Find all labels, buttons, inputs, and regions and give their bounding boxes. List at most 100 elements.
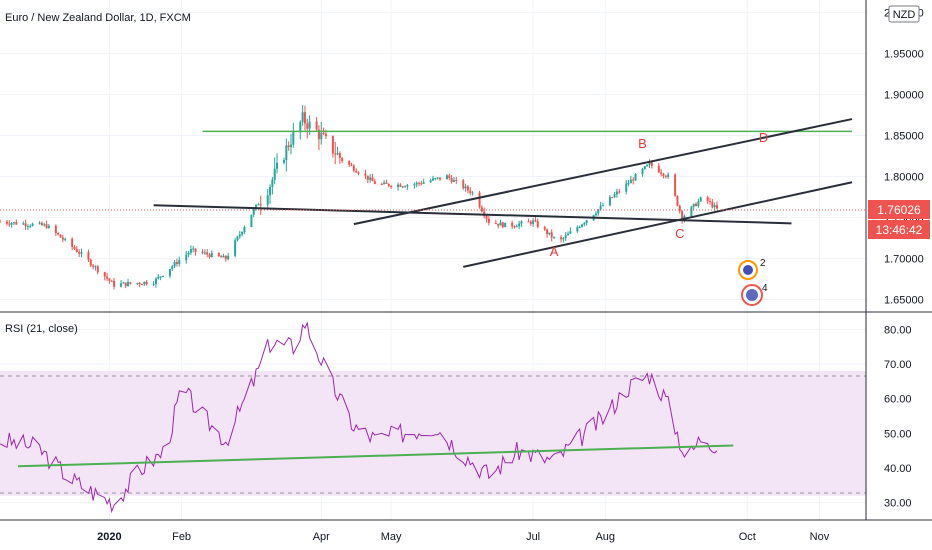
trend-line[interactable] [463, 181, 853, 268]
last-price-label: 1.76026 [877, 203, 921, 217]
candle-body [366, 175, 369, 180]
candle-body [110, 280, 113, 282]
candle-body [594, 213, 597, 216]
candle-body [692, 203, 695, 207]
candle-body [315, 121, 318, 130]
candle-body [695, 203, 698, 207]
candle-body [641, 168, 644, 175]
rsi-support-line[interactable] [17, 444, 734, 468]
candle-body [350, 164, 353, 166]
candle-body [413, 184, 416, 186]
candle-body [599, 205, 602, 210]
candle-body [257, 204, 260, 206]
time-tick-label: Aug [595, 531, 615, 543]
candle-body [706, 197, 709, 202]
candle-body [178, 260, 181, 264]
rsi-axis[interactable]: 80.00 70.00 60.00 50.00 40.00 30.00 [884, 324, 912, 509]
price-tick-label: 1.85000 [884, 130, 924, 142]
drawing-lines[interactable] [153, 118, 853, 268]
candle-body [371, 177, 374, 182]
candle-body [445, 175, 448, 180]
candle-body [5, 221, 8, 224]
candle-body [373, 181, 376, 185]
candle-body [210, 252, 213, 258]
candle-body [322, 132, 325, 134]
candle-body [436, 177, 439, 179]
candle-body [222, 255, 225, 258]
candle-body [108, 278, 111, 281]
trend-line[interactable] [353, 118, 853, 226]
candle-body [478, 192, 481, 208]
candle-body [236, 236, 239, 241]
candle-body [380, 184, 383, 186]
candle-body [711, 201, 714, 208]
candle-body [78, 251, 81, 254]
candle-body [564, 235, 567, 239]
candle-body [320, 132, 323, 140]
candle-body [466, 186, 469, 191]
event-count-2: 4 [762, 283, 768, 294]
candle-body [499, 222, 502, 226]
candle-body [154, 278, 157, 285]
candle-body [646, 164, 649, 167]
candle-body [324, 133, 327, 137]
candle-body [47, 225, 50, 228]
candle-body [129, 282, 132, 284]
candle-body [64, 238, 67, 240]
wave-label[interactable]: C [675, 226, 684, 241]
candle-body [369, 177, 372, 180]
candle-body [317, 129, 320, 140]
candle-body [161, 275, 164, 277]
candle-body [201, 251, 204, 253]
wave-label[interactable]: B [638, 136, 647, 151]
candle-body [625, 183, 628, 192]
candle-body [71, 238, 74, 247]
price-tick-label: 1.65000 [884, 295, 924, 307]
candle-body [536, 221, 539, 228]
candle-body [518, 223, 521, 227]
time-tick-label: Feb [172, 531, 191, 543]
candle-body [252, 209, 255, 215]
candle-body [583, 223, 586, 225]
candle-body [434, 178, 437, 180]
candle-body [513, 226, 516, 228]
candle-body [106, 276, 109, 279]
candle-body [26, 226, 29, 228]
candle-body [597, 209, 600, 214]
candle-body [127, 282, 130, 286]
candle-body [532, 220, 535, 224]
rsi-title: RSI (21, close) [5, 323, 78, 335]
price-tick-label: 1.80000 [884, 172, 924, 184]
candle-body [529, 221, 532, 224]
time-tick-label: Jul [526, 531, 540, 543]
trend-line[interactable] [153, 204, 792, 225]
candle-body [438, 177, 441, 180]
candle-body [452, 180, 455, 182]
candle-body [338, 153, 341, 159]
rsi-tick-label: 40.00 [884, 463, 912, 475]
candle-body [390, 185, 393, 187]
time-axis[interactable]: 2020 Feb Apr May Jul Aug Oct Nov [97, 531, 830, 543]
candle-body [406, 185, 409, 187]
event-badge-news[interactable]: 2 [738, 258, 766, 280]
candle-body [422, 182, 425, 184]
wave-label[interactable]: A [550, 244, 559, 259]
candle-body [515, 226, 518, 228]
candle-body [303, 112, 306, 124]
candle-body [348, 161, 351, 165]
candle-body [250, 214, 253, 228]
candle-body [238, 234, 241, 237]
candle-body [667, 174, 670, 177]
candle-body [120, 283, 123, 287]
candle-body [450, 178, 453, 182]
wave-label[interactable]: D [759, 130, 768, 145]
candle-body [546, 229, 549, 235]
event-badge-earnings[interactable]: 4 [741, 283, 768, 306]
candle-body [145, 281, 148, 285]
candle-body [664, 175, 667, 177]
candle-body [45, 224, 48, 228]
candle-body [497, 223, 500, 226]
currency-badge[interactable] [888, 5, 920, 23]
candle-body [418, 182, 421, 184]
